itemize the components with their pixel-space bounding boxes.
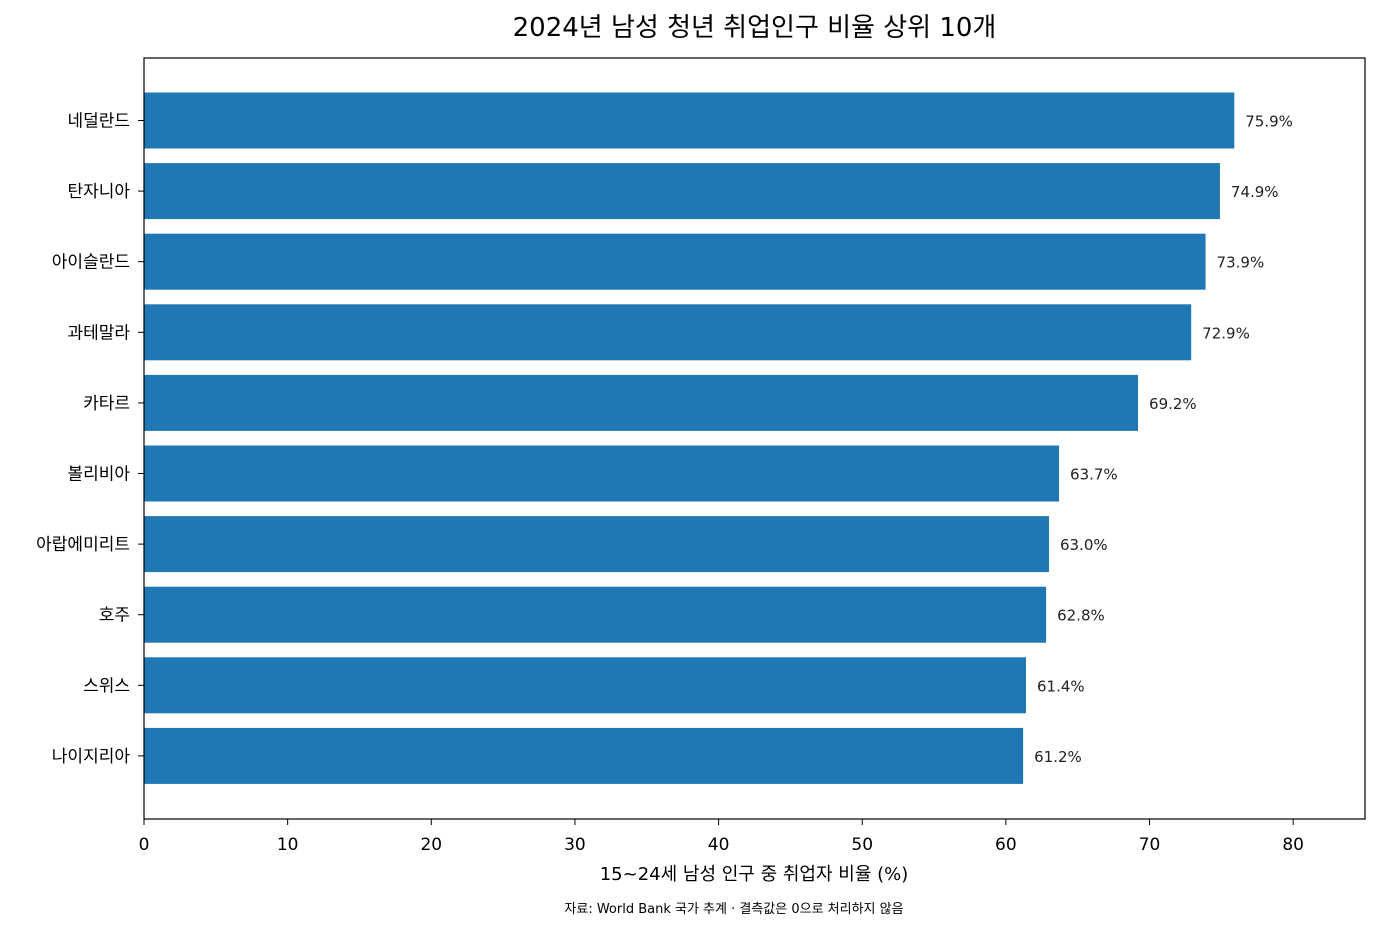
bar	[144, 304, 1192, 361]
category-label: 볼리비아	[67, 465, 130, 485]
category-label: 스위스	[83, 676, 130, 696]
x-axis-label: 15~24세 남성 인구 중 취업자 비율 (%)	[600, 864, 909, 885]
x-tick-label: 70	[1139, 835, 1161, 855]
x-tick-label: 60	[995, 835, 1017, 855]
bar	[144, 586, 1047, 643]
data-label: 74.9%	[1231, 183, 1279, 201]
plot-frame	[143, 57, 1366, 820]
category-label: 호주	[99, 606, 130, 626]
x-tick-label: 40	[708, 835, 730, 855]
x-tick-label: 80	[1282, 835, 1304, 855]
data-label: 63.0%	[1060, 536, 1108, 554]
data-label: 61.4%	[1037, 677, 1085, 695]
data-label: 62.8%	[1057, 607, 1105, 625]
data-label: 73.9%	[1217, 254, 1265, 272]
bars-layer	[144, 92, 1235, 784]
category-label: 아랍에미리트	[36, 535, 130, 555]
category-label: 네덜란드	[67, 112, 130, 132]
x-tick-label: 20	[420, 835, 442, 855]
x-tick-label: 30	[564, 835, 586, 855]
bar	[144, 657, 1026, 714]
bar	[144, 727, 1024, 784]
bar	[144, 163, 1220, 220]
data-labels: 75.9% 74.9% 73.9% 72.9% 69.2% 63.7% 63.0% 62.8%…	[1034, 113, 1293, 766]
x-tick-label: 0	[139, 835, 150, 855]
data-label: 63.7%	[1070, 466, 1118, 484]
data-label: 61.2%	[1034, 748, 1082, 766]
value-axis: 0 10 20 30 40 50 60 70 80	[139, 819, 1304, 855]
x-tick-label: 10	[277, 835, 299, 855]
data-label: 75.9%	[1245, 113, 1293, 131]
chart-title: 2024년 남성 청년 취업인구 비율 상위 10개	[512, 13, 997, 43]
bar	[144, 374, 1139, 431]
category-label: 카타르	[83, 394, 130, 414]
x-tick-label: 50	[851, 835, 873, 855]
source-note: 자료: World Bank 국가 추계 · 결측값은 0으로 처리하지 않음	[564, 902, 904, 917]
data-label: 72.9%	[1202, 324, 1250, 342]
bar	[144, 92, 1235, 149]
category-label: 나이지리아	[52, 747, 131, 767]
bar	[144, 516, 1049, 573]
bar	[144, 233, 1206, 290]
category-label: 과테말라	[67, 323, 130, 343]
data-label: 69.2%	[1149, 395, 1197, 413]
bar	[144, 445, 1060, 502]
category-label: 아이슬란드	[52, 253, 130, 273]
category-label: 탄자니아	[67, 182, 130, 202]
